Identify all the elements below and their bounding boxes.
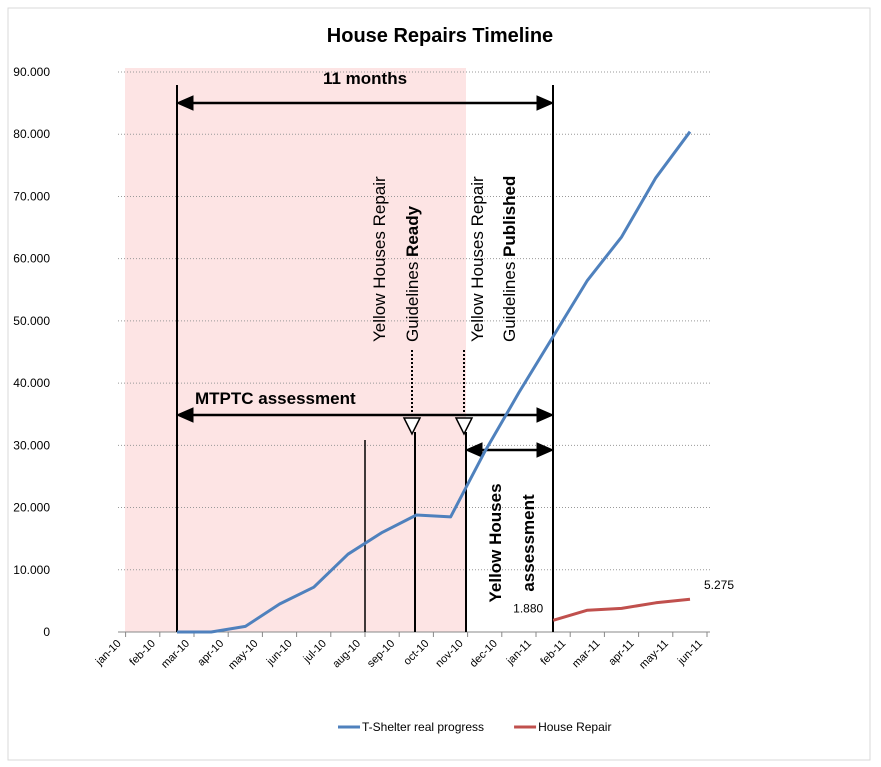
pointer-head — [402, 417, 422, 436]
series-line — [552, 597, 691, 622]
y-tick-label: 0 — [43, 625, 50, 639]
annotation: Yellow Houses — [486, 483, 505, 602]
annotations — [175, 85, 555, 632]
annotation: assessment — [519, 494, 538, 592]
annotation-part: Guidelines — [403, 257, 422, 342]
annotation: Yellow Houses Repair — [370, 176, 389, 342]
y-tick-label: 50.000 — [13, 314, 50, 328]
y-tick-label: 30.000 — [13, 438, 50, 452]
y-tick-label: 60.000 — [13, 252, 50, 266]
data-label: 5.275 — [704, 578, 734, 592]
annotation-part: Guidelines — [500, 257, 519, 342]
y-tick-label: 80.000 — [13, 127, 50, 141]
annotation: Guidelines Ready — [403, 205, 422, 342]
data-label: 1.880 — [513, 601, 543, 615]
annotation: Yellow Houses Repair — [468, 176, 487, 342]
y-tick-label: 70.000 — [13, 189, 50, 203]
chart-title: House Repairs Timeline — [327, 25, 553, 47]
annotation-part: Ready — [403, 205, 422, 257]
annotation: Guidelines Published — [500, 176, 519, 342]
annotation: 11 months — [323, 69, 407, 88]
y-tick-label: 40.000 — [13, 376, 50, 390]
arrow-heads — [175, 95, 555, 111]
y-tick-label: 10.000 — [13, 563, 50, 577]
arrow-heads — [175, 407, 555, 423]
annotation-part: Published — [500, 176, 519, 257]
arrow-heads — [464, 442, 555, 458]
y-tick-label: 90.000 — [13, 65, 50, 79]
highlight-period — [125, 68, 466, 632]
legend-label: T-Shelter real progress — [362, 720, 484, 734]
series-line — [177, 130, 692, 634]
pointer-head — [454, 417, 474, 436]
y-tick-label: 20.000 — [13, 501, 50, 515]
annotation: MTPTC assessment — [195, 389, 356, 408]
legend-label: House Repair — [538, 720, 611, 734]
